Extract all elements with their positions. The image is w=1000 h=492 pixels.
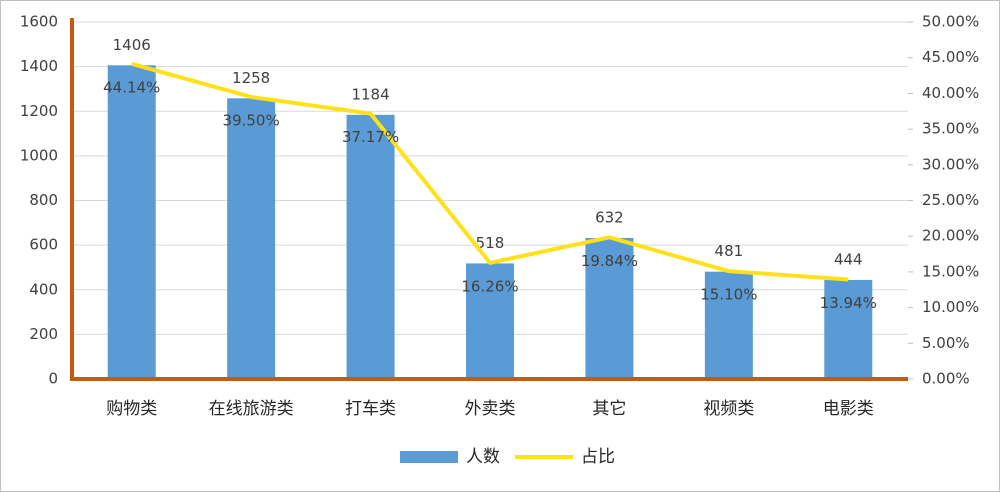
y2-tick-label: 45.00% <box>922 48 979 66</box>
x-tick-label: 其它 <box>592 399 626 419</box>
y2-tick-label: 25.00% <box>922 191 979 209</box>
y-tick-label: 400 <box>29 280 58 298</box>
bar <box>227 98 276 379</box>
y2-tick-label: 5.00% <box>922 334 970 352</box>
line-value-label: 39.50% <box>223 111 280 129</box>
x-tick-label: 打车类 <box>345 399 396 419</box>
y2-tick-label: 10.00% <box>922 298 979 316</box>
bar <box>585 237 634 379</box>
x-tick-label: 购物类 <box>106 399 157 419</box>
y-tick-label: 600 <box>29 236 58 254</box>
legend-swatch <box>400 451 458 463</box>
line-value-label: 44.14% <box>103 78 160 96</box>
bar-value-label: 632 <box>595 208 624 226</box>
bar-value-label: 518 <box>476 234 505 252</box>
x-tick-label: 外卖类 <box>465 399 516 419</box>
line-value-label: 15.10% <box>700 286 757 304</box>
y-tick-label: 1000 <box>20 146 58 164</box>
y2-tick-label: 40.00% <box>922 84 979 102</box>
bar-value-label: 1258 <box>232 69 270 87</box>
bar <box>346 114 395 379</box>
bar <box>107 65 156 379</box>
y-tick-label: 800 <box>29 191 58 209</box>
y2-tick-label: 0.00% <box>922 370 970 388</box>
y2-tick-label: 20.00% <box>922 227 979 245</box>
line-value-label: 13.94% <box>820 294 877 312</box>
y-tick-label: 1600 <box>20 13 58 31</box>
legend-label: 占比 <box>581 447 615 467</box>
y2-tick-label: 50.00% <box>922 13 979 31</box>
bar-value-label: 481 <box>715 242 744 260</box>
y2-tick-label: 30.00% <box>922 155 979 173</box>
y2-tick-label: 35.00% <box>922 120 979 138</box>
x-tick-label: 电影类 <box>823 399 874 419</box>
x-tick-label: 视频类 <box>703 399 754 419</box>
y2-tick-label: 15.00% <box>922 262 979 280</box>
bar-value-label: 1184 <box>351 85 389 103</box>
line <box>131 61 849 282</box>
bar-value-label: 444 <box>834 250 863 268</box>
bar-value-label: 1406 <box>113 36 151 54</box>
line-value-label: 16.26% <box>461 277 518 295</box>
bar <box>824 279 873 379</box>
line-value-label: 19.84% <box>581 252 638 270</box>
legend-label: 人数 <box>466 447 500 467</box>
x-tick-label: 在线旅游类 <box>209 399 294 419</box>
y-tick-label: 0 <box>48 370 58 388</box>
y-tick-label: 1400 <box>20 57 58 75</box>
y-tick-label: 200 <box>29 325 58 343</box>
y-tick-label: 1200 <box>20 102 58 120</box>
bar <box>704 271 753 379</box>
bar <box>466 263 514 379</box>
line-value-label: 37.17% <box>342 128 399 146</box>
